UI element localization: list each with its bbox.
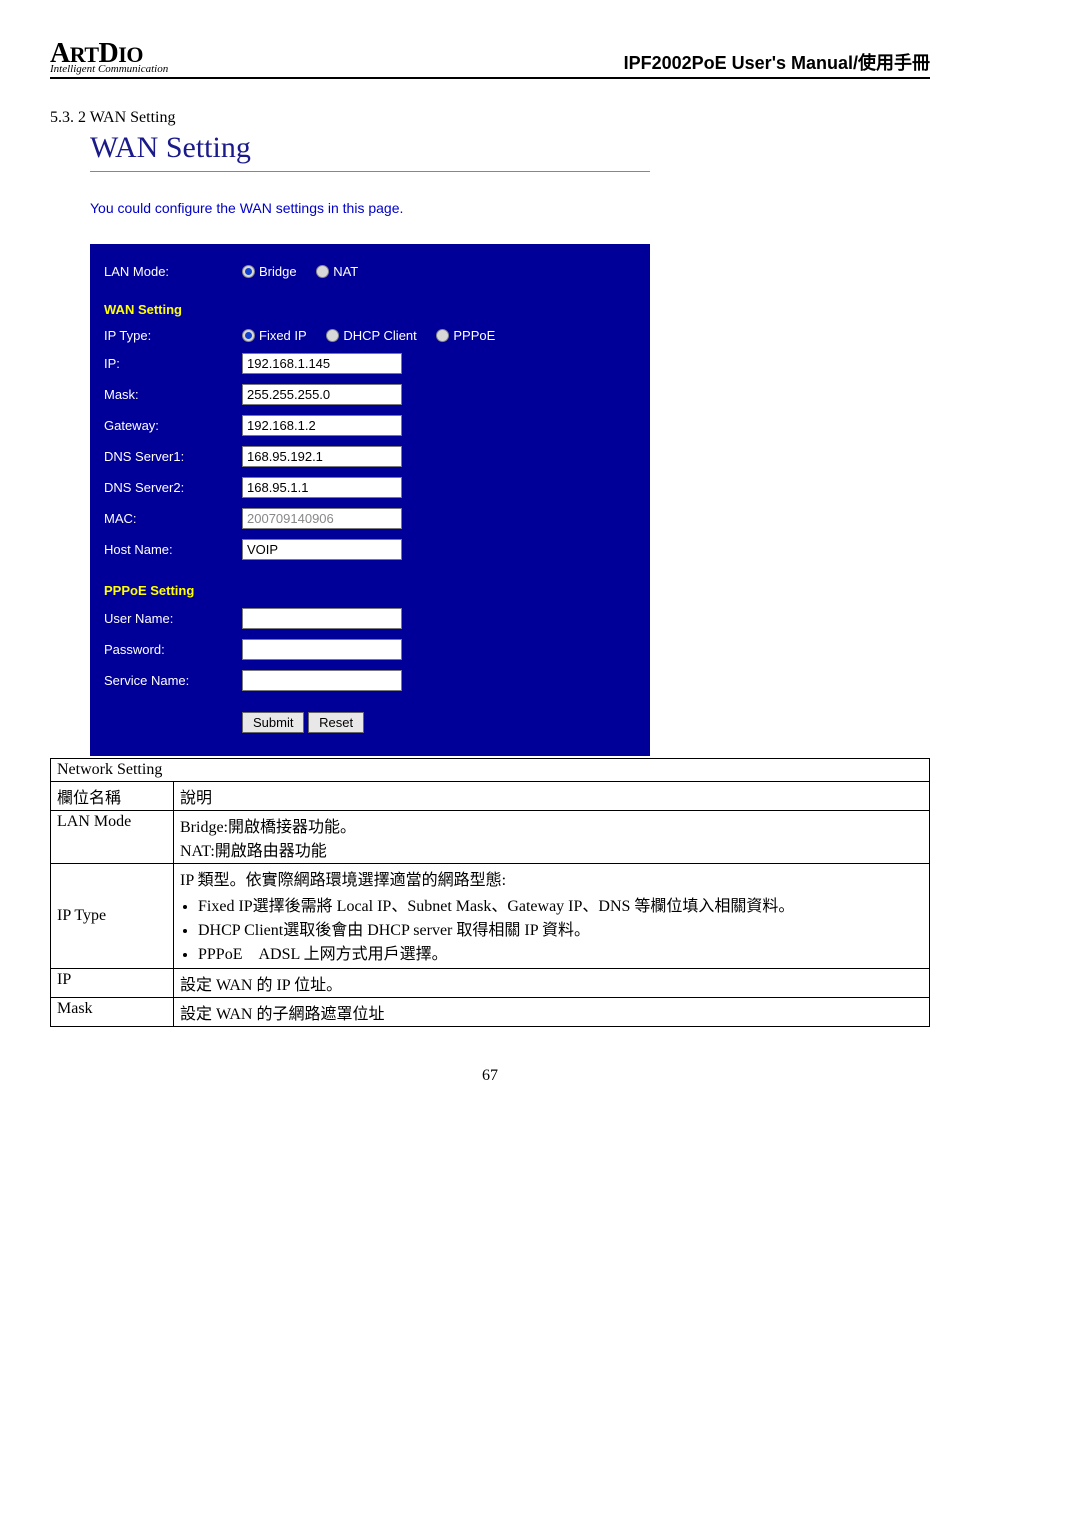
mac-input [242,508,402,529]
ip-input[interactable] [242,353,402,374]
table-head-col1: 欄位名稱 [51,782,174,811]
pppoe-pass-input[interactable] [242,639,402,660]
row-lan-mode-name: LAN Mode [51,811,174,864]
pppoe-service-input[interactable] [242,670,402,691]
logo-tagline: Intelligent Communication [50,64,168,75]
row-mask-name: Mask [51,998,174,1027]
pppoe-pass-label: Password: [100,634,238,665]
row-ip-desc: 設定 WAN 的 IP 位址。 [174,969,930,998]
wan-setting-panel: WAN Setting You could configure the WAN … [90,131,930,756]
row-ip-type-name: IP Type [51,864,174,969]
dns1-input[interactable] [242,446,402,467]
pppoe-user-label: User Name: [100,603,238,634]
lan-mode-bridge-radio[interactable] [242,265,255,278]
ip-type-bullet-3: PPPoE ADSL 上网方式用戶選擇。 [198,940,923,964]
pppoe-section-header: PPPoE Setting [100,565,634,603]
pppoe-user-input[interactable] [242,608,402,629]
mask-label: Mask: [100,379,238,410]
dns2-label: DNS Server2: [100,472,238,503]
lan-mode-nat-radio[interactable] [316,265,329,278]
gateway-label: Gateway: [100,410,238,441]
dns1-label: DNS Server1: [100,441,238,472]
ip-type-pppoe-label: PPPoE [453,328,495,343]
gateway-input[interactable] [242,415,402,436]
lan-mode-nat-label: NAT [333,264,358,279]
table-head-col2: 說明 [174,782,930,811]
reset-button[interactable]: Reset [308,712,364,733]
page-number: 67 [50,1067,930,1085]
lan-mode-line1: Bridge:開啟橋接器功能。 [180,819,356,836]
ip-type-dhcp-radio[interactable] [326,329,339,342]
ip-type-fixed-radio[interactable] [242,329,255,342]
host-label: Host Name: [100,534,238,565]
ip-type-pppoe-radio[interactable] [436,329,449,342]
wan-form: LAN Mode: Bridge NAT WAN Setting IP Type… [90,244,650,756]
dns2-input[interactable] [242,477,402,498]
row-lan-mode-desc: Bridge:開啟橋接器功能。 NAT:開啟路由器功能 [174,811,930,864]
row-mask-desc: 設定 WAN 的子網路遮罩位址 [174,998,930,1027]
ip-type-bullet-2: DHCP Client選取後會由 DHCP server 取得相關 IP 資料。 [198,916,923,940]
page-header: ARTDIO Intelligent Communication IPF2002… [50,40,930,79]
table-caption: Network Setting [51,759,930,782]
pppoe-service-label: Service Name: [100,665,238,696]
lan-mode-bridge-label: Bridge [259,264,297,279]
mask-input[interactable] [242,384,402,405]
wan-title: WAN Setting [90,131,650,172]
manual-title: IPF2002PoE User's Manual/使用手冊 [624,49,930,75]
wan-desc: You could configure the WAN settings in … [90,200,930,216]
logo: ARTDIO Intelligent Communication [50,40,168,75]
host-input[interactable] [242,539,402,560]
lan-mode-label: LAN Mode: [100,258,238,284]
ip-type-fixed-label: Fixed IP [259,328,307,343]
submit-button[interactable]: Submit [242,712,304,733]
wan-section-header: WAN Setting [100,284,634,322]
section-heading: 5.3. 2 WAN Setting [50,109,930,127]
ip-type-intro: IP 類型。依實際網路環境選擇適當的網路型態: [180,872,506,889]
ip-type-label: IP Type: [100,322,238,348]
network-setting-table: Network Setting 欄位名稱 說明 LAN Mode Bridge:… [50,758,930,1027]
ip-type-dhcp-label: DHCP Client [343,328,416,343]
row-ip-name: IP [51,969,174,998]
row-ip-type-desc: IP 類型。依實際網路環境選擇適當的網路型態: Fixed IP選擇後需將 Lo… [174,864,930,969]
ip-label: IP: [100,348,238,379]
lan-mode-line2: NAT:開啟路由器功能 [180,843,327,860]
ip-type-bullet-1: Fixed IP選擇後需將 Local IP、Subnet Mask、Gatew… [198,892,923,916]
mac-label: MAC: [100,503,238,534]
